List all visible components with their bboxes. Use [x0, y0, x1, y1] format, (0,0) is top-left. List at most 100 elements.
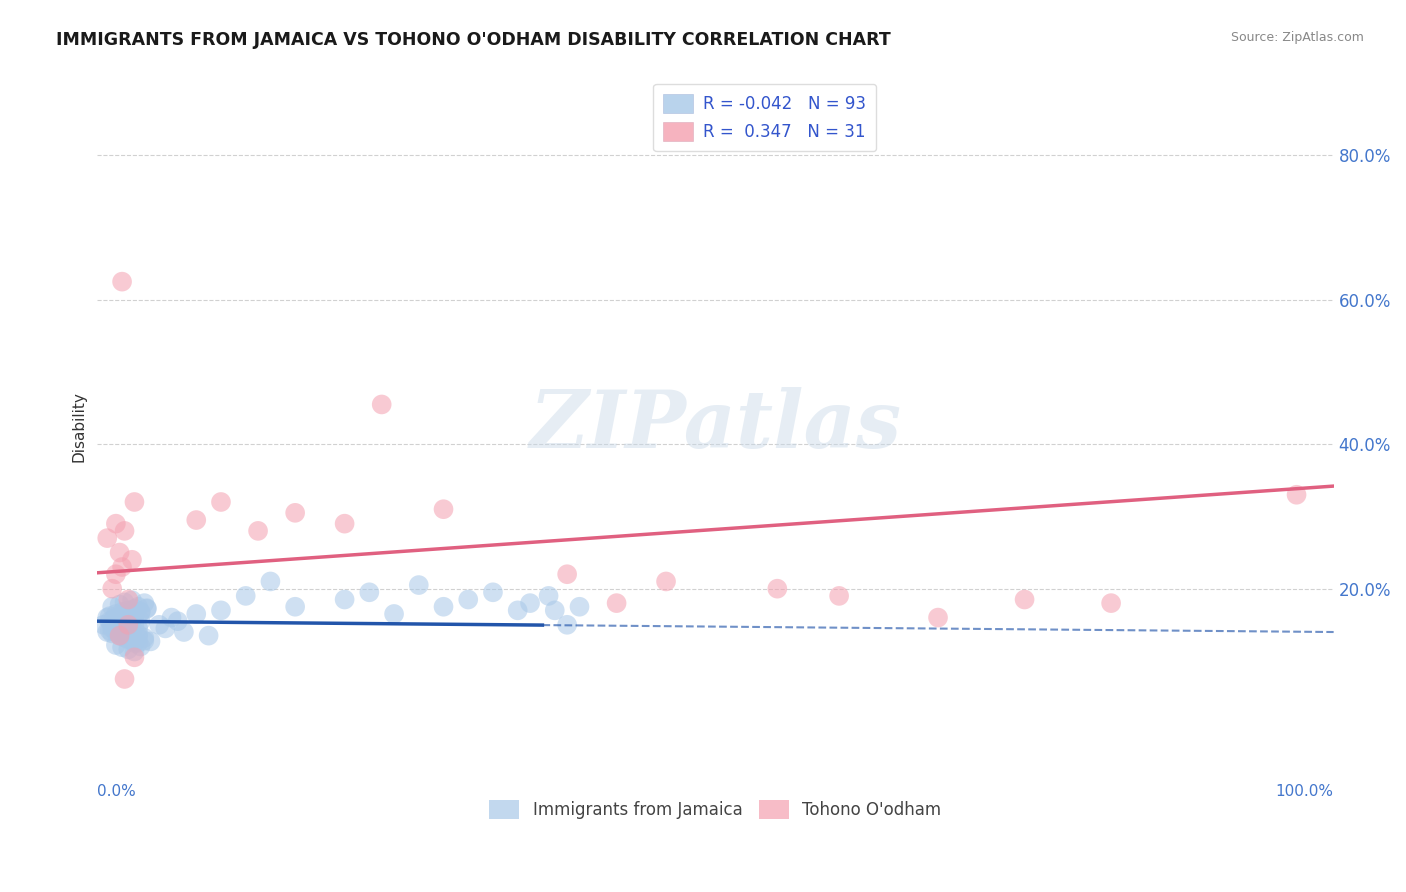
Point	[101, 599, 124, 614]
Point	[537, 589, 560, 603]
Point	[121, 626, 143, 640]
Point	[108, 598, 131, 612]
Point	[108, 619, 131, 633]
Point	[124, 636, 146, 650]
Point	[114, 615, 136, 629]
Point	[124, 609, 146, 624]
Point	[117, 592, 139, 607]
Point	[117, 603, 139, 617]
Point	[93, 617, 115, 632]
Point	[121, 624, 143, 638]
Point	[197, 629, 219, 643]
Point	[129, 614, 152, 628]
Point	[111, 615, 134, 630]
Point	[104, 607, 127, 621]
Point	[111, 560, 134, 574]
Point	[166, 614, 188, 628]
Point	[117, 617, 139, 632]
Legend: Immigrants from Jamaica, Tohono O'odham: Immigrants from Jamaica, Tohono O'odham	[482, 793, 948, 825]
Point	[108, 614, 131, 628]
Text: IMMIGRANTS FROM JAMAICA VS TOHONO O'ODHAM DISABILITY CORRELATION CHART: IMMIGRANTS FROM JAMAICA VS TOHONO O'ODHA…	[56, 31, 891, 49]
Point	[98, 609, 121, 624]
Point	[108, 610, 131, 624]
Point	[101, 582, 124, 596]
Text: 0.0%: 0.0%	[97, 784, 136, 798]
Text: 100.0%: 100.0%	[1275, 784, 1334, 798]
Point	[155, 621, 177, 635]
Point	[104, 567, 127, 582]
Point	[117, 632, 139, 647]
Point	[766, 582, 789, 596]
Point	[117, 613, 139, 627]
Point	[506, 603, 529, 617]
Point	[111, 640, 134, 655]
Point	[104, 516, 127, 531]
Point	[104, 622, 127, 636]
Point	[124, 618, 146, 632]
Point	[114, 623, 136, 637]
Point	[186, 607, 208, 621]
Point	[114, 607, 136, 621]
Point	[1099, 596, 1122, 610]
Point	[127, 599, 149, 614]
Point	[124, 602, 146, 616]
Point	[927, 610, 949, 624]
Point	[124, 644, 146, 658]
Point	[1014, 592, 1036, 607]
Point	[186, 513, 208, 527]
Point	[655, 574, 678, 589]
Point	[104, 616, 127, 631]
Point	[121, 603, 143, 617]
Point	[544, 603, 567, 617]
Point	[114, 620, 136, 634]
Point	[148, 617, 170, 632]
Point	[247, 524, 270, 538]
Point	[127, 630, 149, 644]
Point	[370, 397, 392, 411]
Point	[117, 617, 139, 632]
Point	[134, 631, 156, 645]
Point	[408, 578, 430, 592]
Point	[111, 615, 134, 630]
Point	[160, 610, 183, 624]
Point	[121, 613, 143, 627]
Point	[117, 612, 139, 626]
Point	[108, 629, 131, 643]
Point	[104, 638, 127, 652]
Point	[98, 624, 121, 638]
Point	[114, 595, 136, 609]
Point	[96, 625, 118, 640]
Point	[606, 596, 628, 610]
Point	[555, 567, 578, 582]
Point	[101, 621, 124, 635]
Point	[284, 599, 307, 614]
Point	[127, 627, 149, 641]
Point	[457, 592, 479, 607]
Point	[111, 629, 134, 643]
Point	[333, 516, 356, 531]
Point	[104, 625, 127, 640]
Point	[108, 619, 131, 633]
Point	[333, 592, 356, 607]
Point	[127, 621, 149, 635]
Point	[127, 636, 149, 650]
Point	[124, 495, 146, 509]
Point	[135, 601, 157, 615]
Point	[108, 629, 131, 643]
Point	[209, 495, 232, 509]
Point	[108, 545, 131, 559]
Point	[96, 610, 118, 624]
Point	[117, 642, 139, 657]
Point	[1285, 488, 1308, 502]
Point	[111, 605, 134, 619]
Point	[134, 633, 156, 648]
Point	[359, 585, 381, 599]
Point	[124, 608, 146, 623]
Point	[114, 620, 136, 634]
Point	[209, 603, 232, 617]
Point	[111, 275, 134, 289]
Point	[121, 633, 143, 648]
Text: ZIPatlas: ZIPatlas	[530, 387, 901, 465]
Text: Source: ZipAtlas.com: Source: ZipAtlas.com	[1230, 31, 1364, 45]
Point	[173, 625, 195, 640]
